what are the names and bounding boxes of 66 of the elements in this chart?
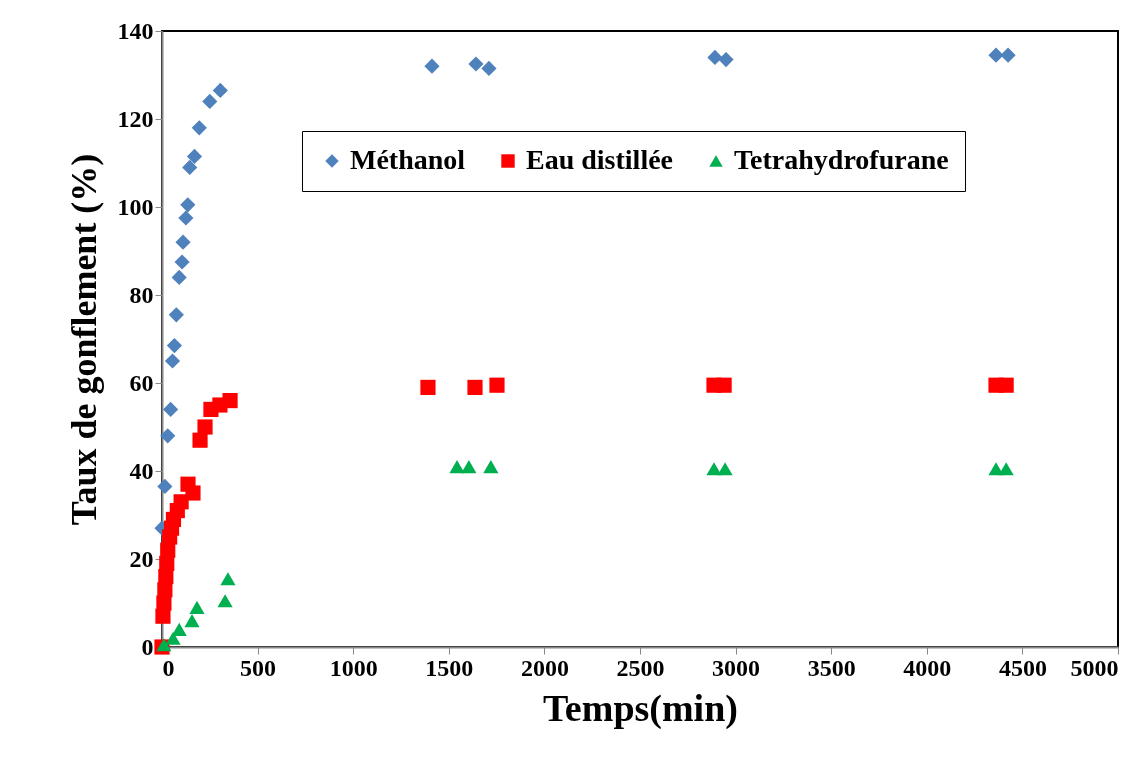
- x-tick-label: 4000: [903, 654, 952, 681]
- point: [191, 120, 207, 136]
- point: [171, 269, 187, 285]
- x-tick-label: 3000: [712, 654, 761, 681]
- point: [202, 93, 218, 109]
- x-tick-label: 2500: [616, 654, 665, 681]
- y-axis-title: Taux de gonflement (%): [63, 153, 104, 526]
- point: [174, 254, 190, 270]
- point: [178, 210, 194, 226]
- x-tick-label: 4500: [998, 654, 1047, 681]
- point: [717, 462, 733, 476]
- x-tick-label: 500: [240, 654, 277, 681]
- y-tick-label: 80: [129, 281, 154, 308]
- point: [481, 60, 497, 76]
- point: [217, 594, 233, 608]
- y-tick-label: 0: [141, 633, 154, 660]
- y-tick-label: 60: [129, 369, 154, 396]
- point: [160, 428, 176, 444]
- legend-label: Eau distillée: [526, 144, 674, 175]
- x-axis-title: Temps(min): [543, 686, 738, 730]
- y-tick-label: 20: [129, 545, 154, 572]
- point: [988, 47, 1004, 63]
- point: [175, 234, 191, 250]
- point: [164, 353, 181, 369]
- point: [157, 478, 173, 494]
- point: [165, 631, 181, 645]
- point: [212, 82, 228, 98]
- point: [483, 460, 499, 474]
- point: [168, 307, 184, 323]
- x-tick-label: 5000: [1070, 654, 1119, 681]
- point: [449, 460, 465, 474]
- point: [424, 58, 440, 74]
- point: [186, 148, 203, 164]
- point: [420, 379, 436, 395]
- x-tick-label: 2000: [520, 654, 569, 681]
- point: [184, 614, 200, 628]
- point: [180, 197, 196, 213]
- y-tick-label: 120: [117, 105, 154, 132]
- legend-label: Méthanol: [350, 144, 466, 175]
- point: [467, 379, 483, 395]
- point: [707, 49, 723, 65]
- y-tick-label: 40: [129, 457, 154, 484]
- point: [716, 377, 732, 393]
- point: [220, 572, 236, 586]
- x-tick-label: 1000: [329, 654, 378, 681]
- point: [197, 419, 213, 435]
- point: [182, 159, 198, 175]
- point: [1000, 47, 1016, 63]
- point: [998, 377, 1014, 393]
- y-tick-label: 140: [117, 17, 154, 44]
- x-tick-label: 0: [162, 654, 175, 681]
- point: [998, 462, 1014, 476]
- point: [461, 460, 477, 474]
- point: [489, 377, 505, 393]
- x-tick-label: 3500: [807, 654, 856, 681]
- x-tick-label: 1500: [425, 654, 474, 681]
- y-tick-label: 100: [117, 193, 154, 220]
- point: [189, 600, 205, 614]
- point: [222, 393, 238, 409]
- point: [163, 401, 179, 417]
- point: [718, 52, 734, 68]
- point: [468, 56, 484, 72]
- point: [185, 485, 201, 501]
- legend-label: Tetrahydrofurane: [734, 144, 949, 175]
- point: [166, 338, 183, 354]
- point: [171, 622, 187, 636]
